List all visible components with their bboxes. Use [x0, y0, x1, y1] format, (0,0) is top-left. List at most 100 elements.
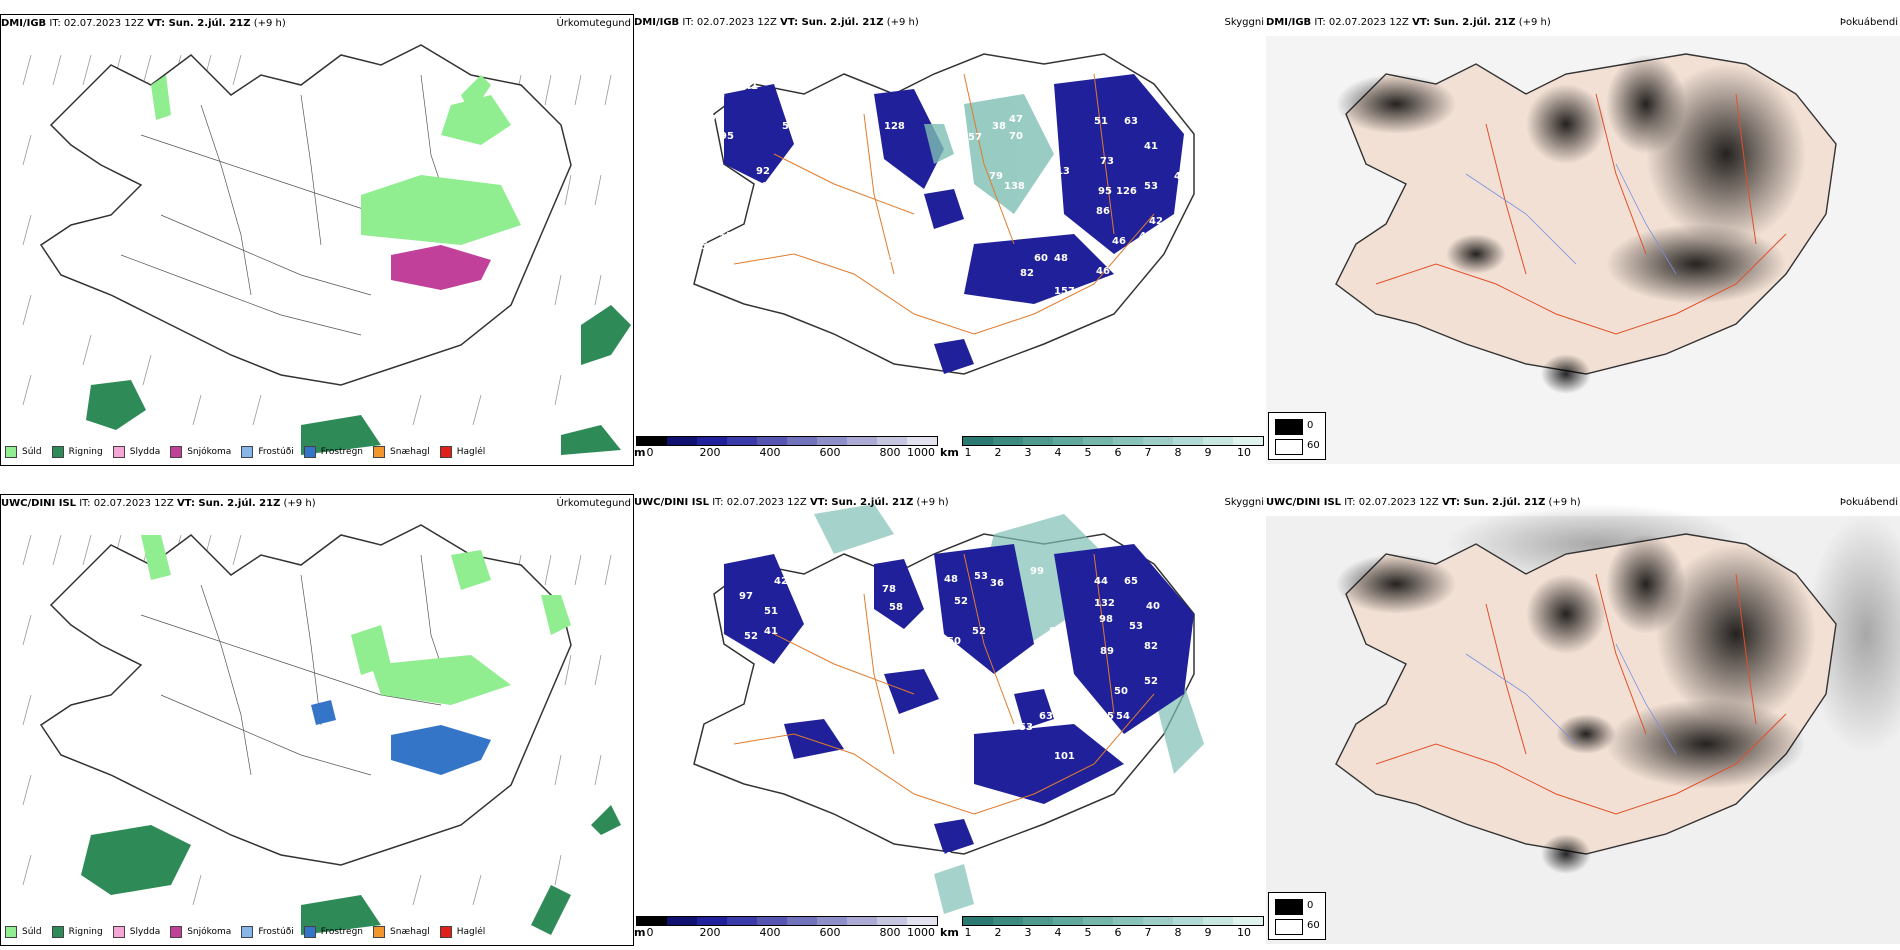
swatch	[5, 926, 17, 938]
cloud-base-label: 70	[739, 66, 753, 77]
swatch	[1275, 899, 1303, 915]
cloud-base-label: 56	[754, 181, 768, 192]
cloud-base-label: 42	[774, 576, 788, 587]
iceland-map: 54 48 32 56 42 97 51 41 52 105 46 41 78 …	[693, 504, 1204, 914]
cloud-base-label: 41	[1144, 141, 1158, 152]
tick-label: 6	[1114, 926, 1122, 939]
init-time: IT: 02.07.2023 12Z	[49, 18, 144, 29]
cloud-base-label: 53	[1144, 181, 1158, 192]
tick-label: 400	[759, 926, 781, 939]
swatch	[439, 926, 452, 938]
legend-label: Rigning	[68, 447, 103, 457]
cloud-base-label: 83	[1049, 626, 1063, 637]
cloud-base-label: 53	[726, 81, 740, 92]
model-name: UWC/DINI ISL	[1, 498, 77, 509]
tick-label: 4	[1054, 446, 1062, 459]
panel-title: Þokuábendi	[1839, 17, 1898, 28]
swatch	[1275, 419, 1303, 435]
precip-type-legend: Súld Rigning Slydda Snjókoma Frostúði Fr…	[5, 923, 485, 941]
cloud-base-label: 41	[939, 851, 953, 862]
legend-label: Snæhagl	[390, 447, 430, 457]
cloud-base-label: 46	[1096, 266, 1110, 277]
precip-drizzle	[151, 75, 521, 245]
init-time: IT: 02.07.2023 12Z	[682, 17, 777, 28]
panel-dmi-fog-indicator: DMI/IGB IT: 02.07.2023 12Z VT: Sun. 2.jú…	[1266, 14, 1900, 464]
legend-label: Haglél	[456, 927, 486, 937]
model-name: DMI/IGB	[634, 17, 680, 28]
legend-item: Frostregn	[303, 926, 364, 938]
legend-label: Súld	[22, 447, 42, 457]
model-name: DMI/IGB	[1266, 17, 1312, 28]
panel-uwc-fog-indicator: UWC/DINI ISL IT: 02.07.2023 12Z VT: Sun.…	[1266, 494, 1900, 944]
cloud-base-label: 48	[724, 546, 738, 557]
init-time: IT: 02.07.2023 12Z	[1344, 497, 1439, 508]
lead-time: (+9 h)	[1518, 17, 1551, 28]
cloud-base-label: 45	[1174, 171, 1188, 182]
cloud-base-low	[724, 74, 1184, 374]
cloud-base-label: 46	[694, 671, 708, 682]
swatch	[373, 926, 386, 938]
cloud-base-label: 95	[1098, 186, 1112, 197]
tick-label: 0	[646, 446, 654, 459]
cloud-base-label: 52	[954, 596, 968, 607]
iceland-map	[1266, 504, 1900, 944]
fog-legend: 0 60	[1268, 892, 1326, 940]
swatch	[373, 446, 386, 458]
cloud-base-label: 57	[956, 691, 970, 702]
tick-label: 800	[879, 926, 901, 939]
tick-label: 6	[1114, 446, 1122, 459]
lead-time: (+9 h)	[253, 18, 286, 29]
legend-label: 0	[1307, 420, 1314, 431]
cloud-base-label: 45	[1139, 251, 1153, 262]
visibility-scale-km: km 1 2 3 4 5 6 7 8 9 10	[940, 436, 1264, 462]
tick-label: 3	[1024, 446, 1032, 459]
cloud-base-label: 36	[990, 578, 1004, 589]
cloud-base-label: 51	[784, 226, 798, 237]
legend-label: Snjókoma	[187, 927, 232, 937]
unit-km: km	[940, 446, 959, 459]
cloud-base-label: 52	[1144, 676, 1158, 687]
cloud-base-label: 65	[1124, 576, 1138, 587]
legend-label: 0	[1307, 900, 1314, 911]
cloud-base-label: 105	[712, 661, 733, 672]
valid-time: VT: Sun. 2.júl. 21Z	[1441, 497, 1546, 508]
cloud-base-label: 48	[960, 176, 974, 187]
panel-uwc-precip-type: UWC/DINI ISL IT: 02.07.2023 12Z VT: Sun.…	[0, 494, 634, 946]
legend-label: Slydda	[129, 927, 161, 937]
unit-m: m	[634, 926, 646, 939]
tick-label: 9	[1204, 926, 1212, 939]
legend-item: Snæhagl	[373, 446, 430, 458]
cloud-base-label: 57	[968, 132, 982, 143]
cloud-base-label: 53	[1129, 621, 1143, 632]
cloud-base-label: 126	[1116, 186, 1137, 197]
tick-label: 800	[879, 446, 901, 459]
model-name: UWC/DINI ISL	[1266, 497, 1342, 508]
legend-label: Frostregn	[320, 927, 364, 937]
legend-item: Súld	[5, 926, 42, 938]
cloud-base-label: 73	[1100, 156, 1114, 167]
cloud-base-label: 53	[1019, 722, 1033, 733]
cloud-base-label: 51	[952, 132, 966, 143]
tick-label: 10	[1237, 446, 1251, 459]
cloud-base-label: 157	[1054, 286, 1075, 297]
precip-type-legend: Súld Rigning Slydda Snjókoma Frostúði Fr…	[5, 443, 485, 461]
swatch	[439, 446, 452, 458]
cloud-base-label: 112	[799, 291, 820, 302]
unit-m: m	[634, 446, 646, 459]
tick-label: 1	[964, 446, 972, 459]
visibility-label: Skyggni	[1224, 17, 1264, 28]
cloud-base-label: 41	[744, 81, 758, 92]
cloud-base-label: 60	[994, 711, 1008, 722]
tick-label: 8	[1174, 926, 1182, 939]
cloud-base-label: 113	[1049, 166, 1070, 177]
legend-label: Snjókoma	[187, 447, 232, 457]
tick-label: 600	[819, 446, 841, 459]
legend-item: Súld	[5, 446, 42, 458]
cloud-base-labels: 54 48 32 56 42 97 51 41 52 105 46 41 78 …	[694, 531, 1160, 862]
cloud-base-label: 53	[719, 231, 733, 242]
swatch	[303, 926, 316, 938]
tick-label: 200	[699, 446, 721, 459]
legend-label: Frostregn	[320, 447, 364, 457]
model-name: UWC/DINI ISL	[634, 497, 710, 508]
lead-time: (+9 h)	[886, 17, 919, 28]
